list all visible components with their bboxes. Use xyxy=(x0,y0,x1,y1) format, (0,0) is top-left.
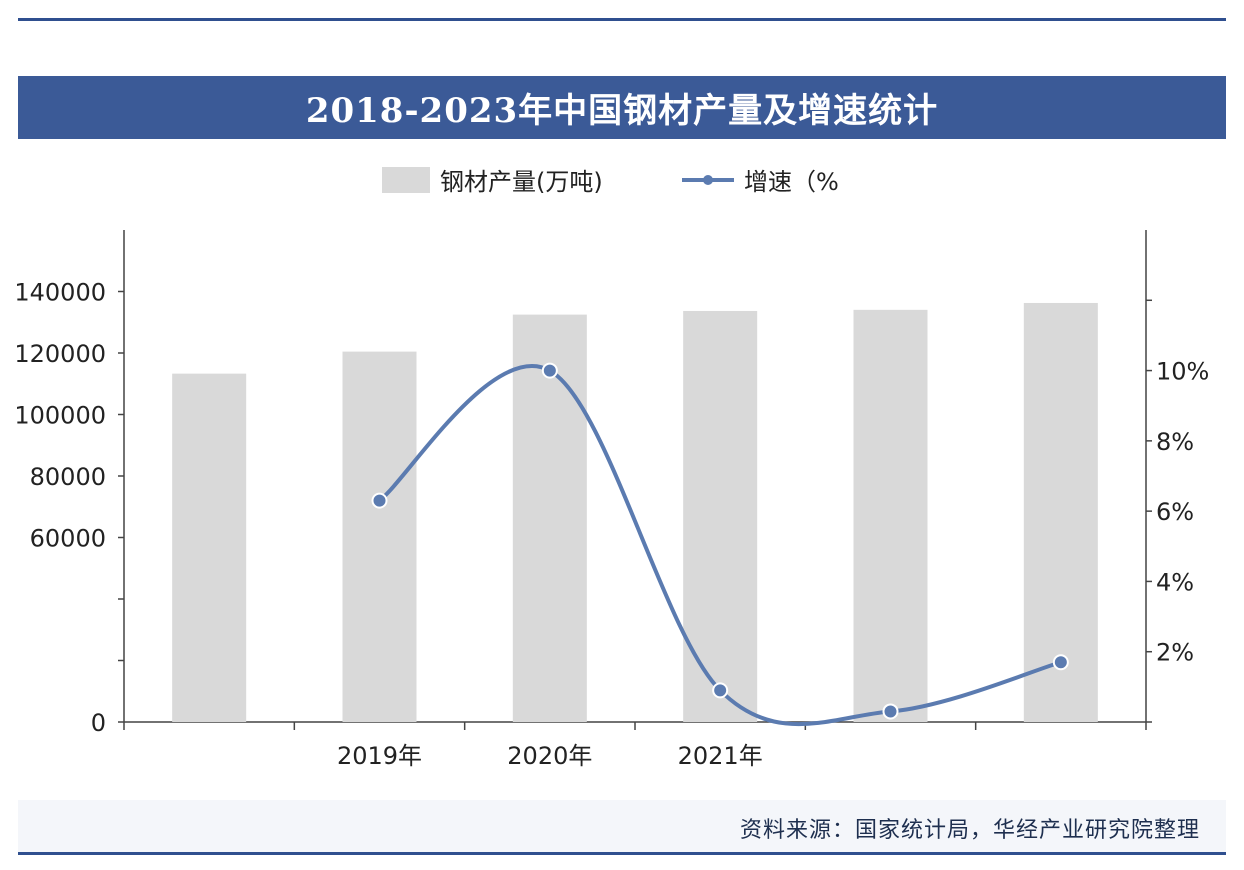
legend-line-label: 增速（% xyxy=(744,168,839,196)
bar xyxy=(853,309,928,722)
top-frame-line xyxy=(18,18,1226,21)
growth-point xyxy=(541,362,558,379)
legend-bar-label: 钢材产量(万吨) xyxy=(440,168,603,196)
bar xyxy=(172,373,247,722)
title-banner: 2018-2023年中国钢材产量及增速统计 xyxy=(18,76,1226,139)
y-left-tick-label: 60000 xyxy=(30,525,106,553)
growth-point xyxy=(371,492,388,509)
y-left-tick-label: 100000 xyxy=(14,402,106,430)
y-right-tick-label: 6% xyxy=(1156,498,1194,526)
bar xyxy=(512,314,587,722)
bar-series xyxy=(172,302,1098,722)
growth-point xyxy=(712,682,729,699)
x-tick-label: 2019年 xyxy=(337,742,422,770)
legend-bar-swatch xyxy=(382,167,430,193)
chart-area: 钢材产量(万吨) 增速（% 0 60000 80000 100000 120000 140… xyxy=(14,167,1209,771)
tick-labels: 0 60000 80000 100000 120000 140000 2% 4% 6% 8% 10%… xyxy=(14,279,1209,771)
source-bar xyxy=(18,800,1226,852)
y-left-tick-label: 140000 xyxy=(14,279,106,307)
growth-point xyxy=(1052,654,1069,671)
line-series xyxy=(371,362,1069,727)
bar xyxy=(1023,302,1098,722)
y-right-tick-label: 8% xyxy=(1156,428,1194,456)
bottom-frame-line xyxy=(18,852,1226,855)
y-right-tick-label: 10% xyxy=(1156,358,1209,386)
axes xyxy=(118,230,1152,730)
x-tick-label: 2021年 xyxy=(678,742,763,770)
growth-point xyxy=(882,703,899,720)
source-note: 资料来源：国家统计局，华经产业研究院整理 xyxy=(739,818,1200,843)
growth-line xyxy=(378,364,1062,727)
chart-title: 2018-2023年中国钢材产量及增速统计 xyxy=(305,91,939,131)
y-left-tick-label: 120000 xyxy=(14,340,106,368)
legend-line-marker xyxy=(703,175,713,185)
y-left-tick-label: 80000 xyxy=(30,463,106,491)
y-right-tick-label: 2% xyxy=(1156,639,1194,667)
x-tick-label: 2020年 xyxy=(507,742,592,770)
y-left-tick-label: 0 xyxy=(91,709,106,737)
legend: 钢材产量(万吨) 增速（% xyxy=(382,167,839,196)
bar xyxy=(342,351,417,722)
bar xyxy=(683,310,758,722)
y-right-tick-label: 4% xyxy=(1156,568,1194,596)
